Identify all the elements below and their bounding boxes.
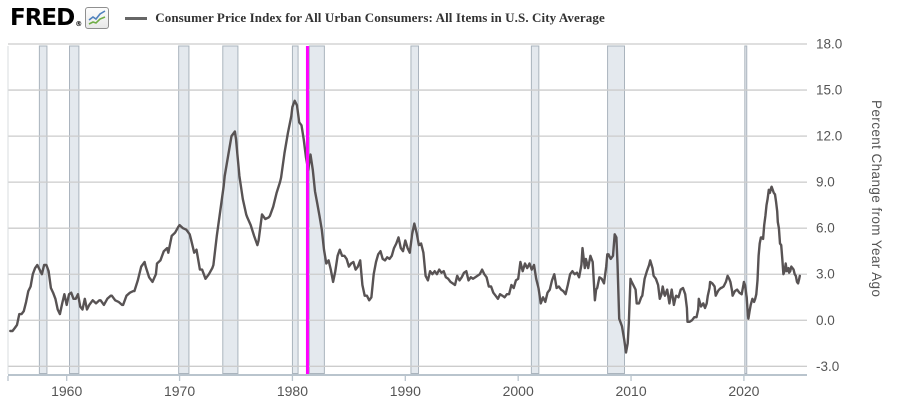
- recession-band: [178, 45, 190, 374]
- fred-logo-text: FRED: [10, 5, 75, 31]
- x-tick-label: 2000: [503, 383, 534, 399]
- x-tick-label: 1960: [51, 383, 82, 399]
- y-tick-label: 15.0: [816, 83, 842, 98]
- recession-band: [38, 45, 48, 374]
- y-tick-label: 3.0: [816, 267, 835, 282]
- registered-trademark-mark: ®: [75, 20, 82, 28]
- cpi-series-line[interactable]: [9, 99, 801, 354]
- y-tick-label: 12.0: [816, 129, 842, 144]
- y-axis-title: Percent Change from Year Ago: [869, 100, 884, 298]
- y-tick-label: 18.0: [816, 37, 842, 52]
- x-tick-label: 2020: [728, 383, 759, 399]
- chart-header: FRED ® Consumer Price Index for All Urban…: [10, 4, 605, 32]
- legend-line-swatch: [125, 16, 148, 20]
- recession-band: [308, 45, 325, 374]
- y-tick-label: -3.0: [816, 359, 839, 374]
- recession-band: [744, 45, 748, 374]
- y-tick-label: 6.0: [816, 221, 835, 236]
- x-tick-label: 2010: [615, 383, 646, 399]
- cpi-line-chart-plot[interactable]: 18.0 15.0 12.0 9.0 6.0 3.0 0.0 -3.0 1960 1970 1980…: [0, 28, 900, 408]
- x-tick-label: 1980: [277, 383, 308, 399]
- recession-band: [530, 45, 540, 374]
- sparkline-chart-icon: [85, 7, 110, 29]
- fred-logo-link[interactable]: FRED ®: [10, 5, 110, 31]
- recession-band: [607, 45, 626, 374]
- series-title-link[interactable]: Consumer Price Index for All Urban Consu…: [155, 10, 605, 25]
- x-tick-label: 1970: [164, 383, 195, 399]
- recession-band: [291, 45, 299, 374]
- y-tick-label: 0.0: [816, 313, 835, 328]
- y-tick-label: 9.0: [816, 175, 835, 190]
- recession-band: [222, 45, 239, 374]
- recession-band: [410, 45, 420, 374]
- recession-band: [69, 45, 80, 374]
- x-tick-label: 1990: [390, 383, 421, 399]
